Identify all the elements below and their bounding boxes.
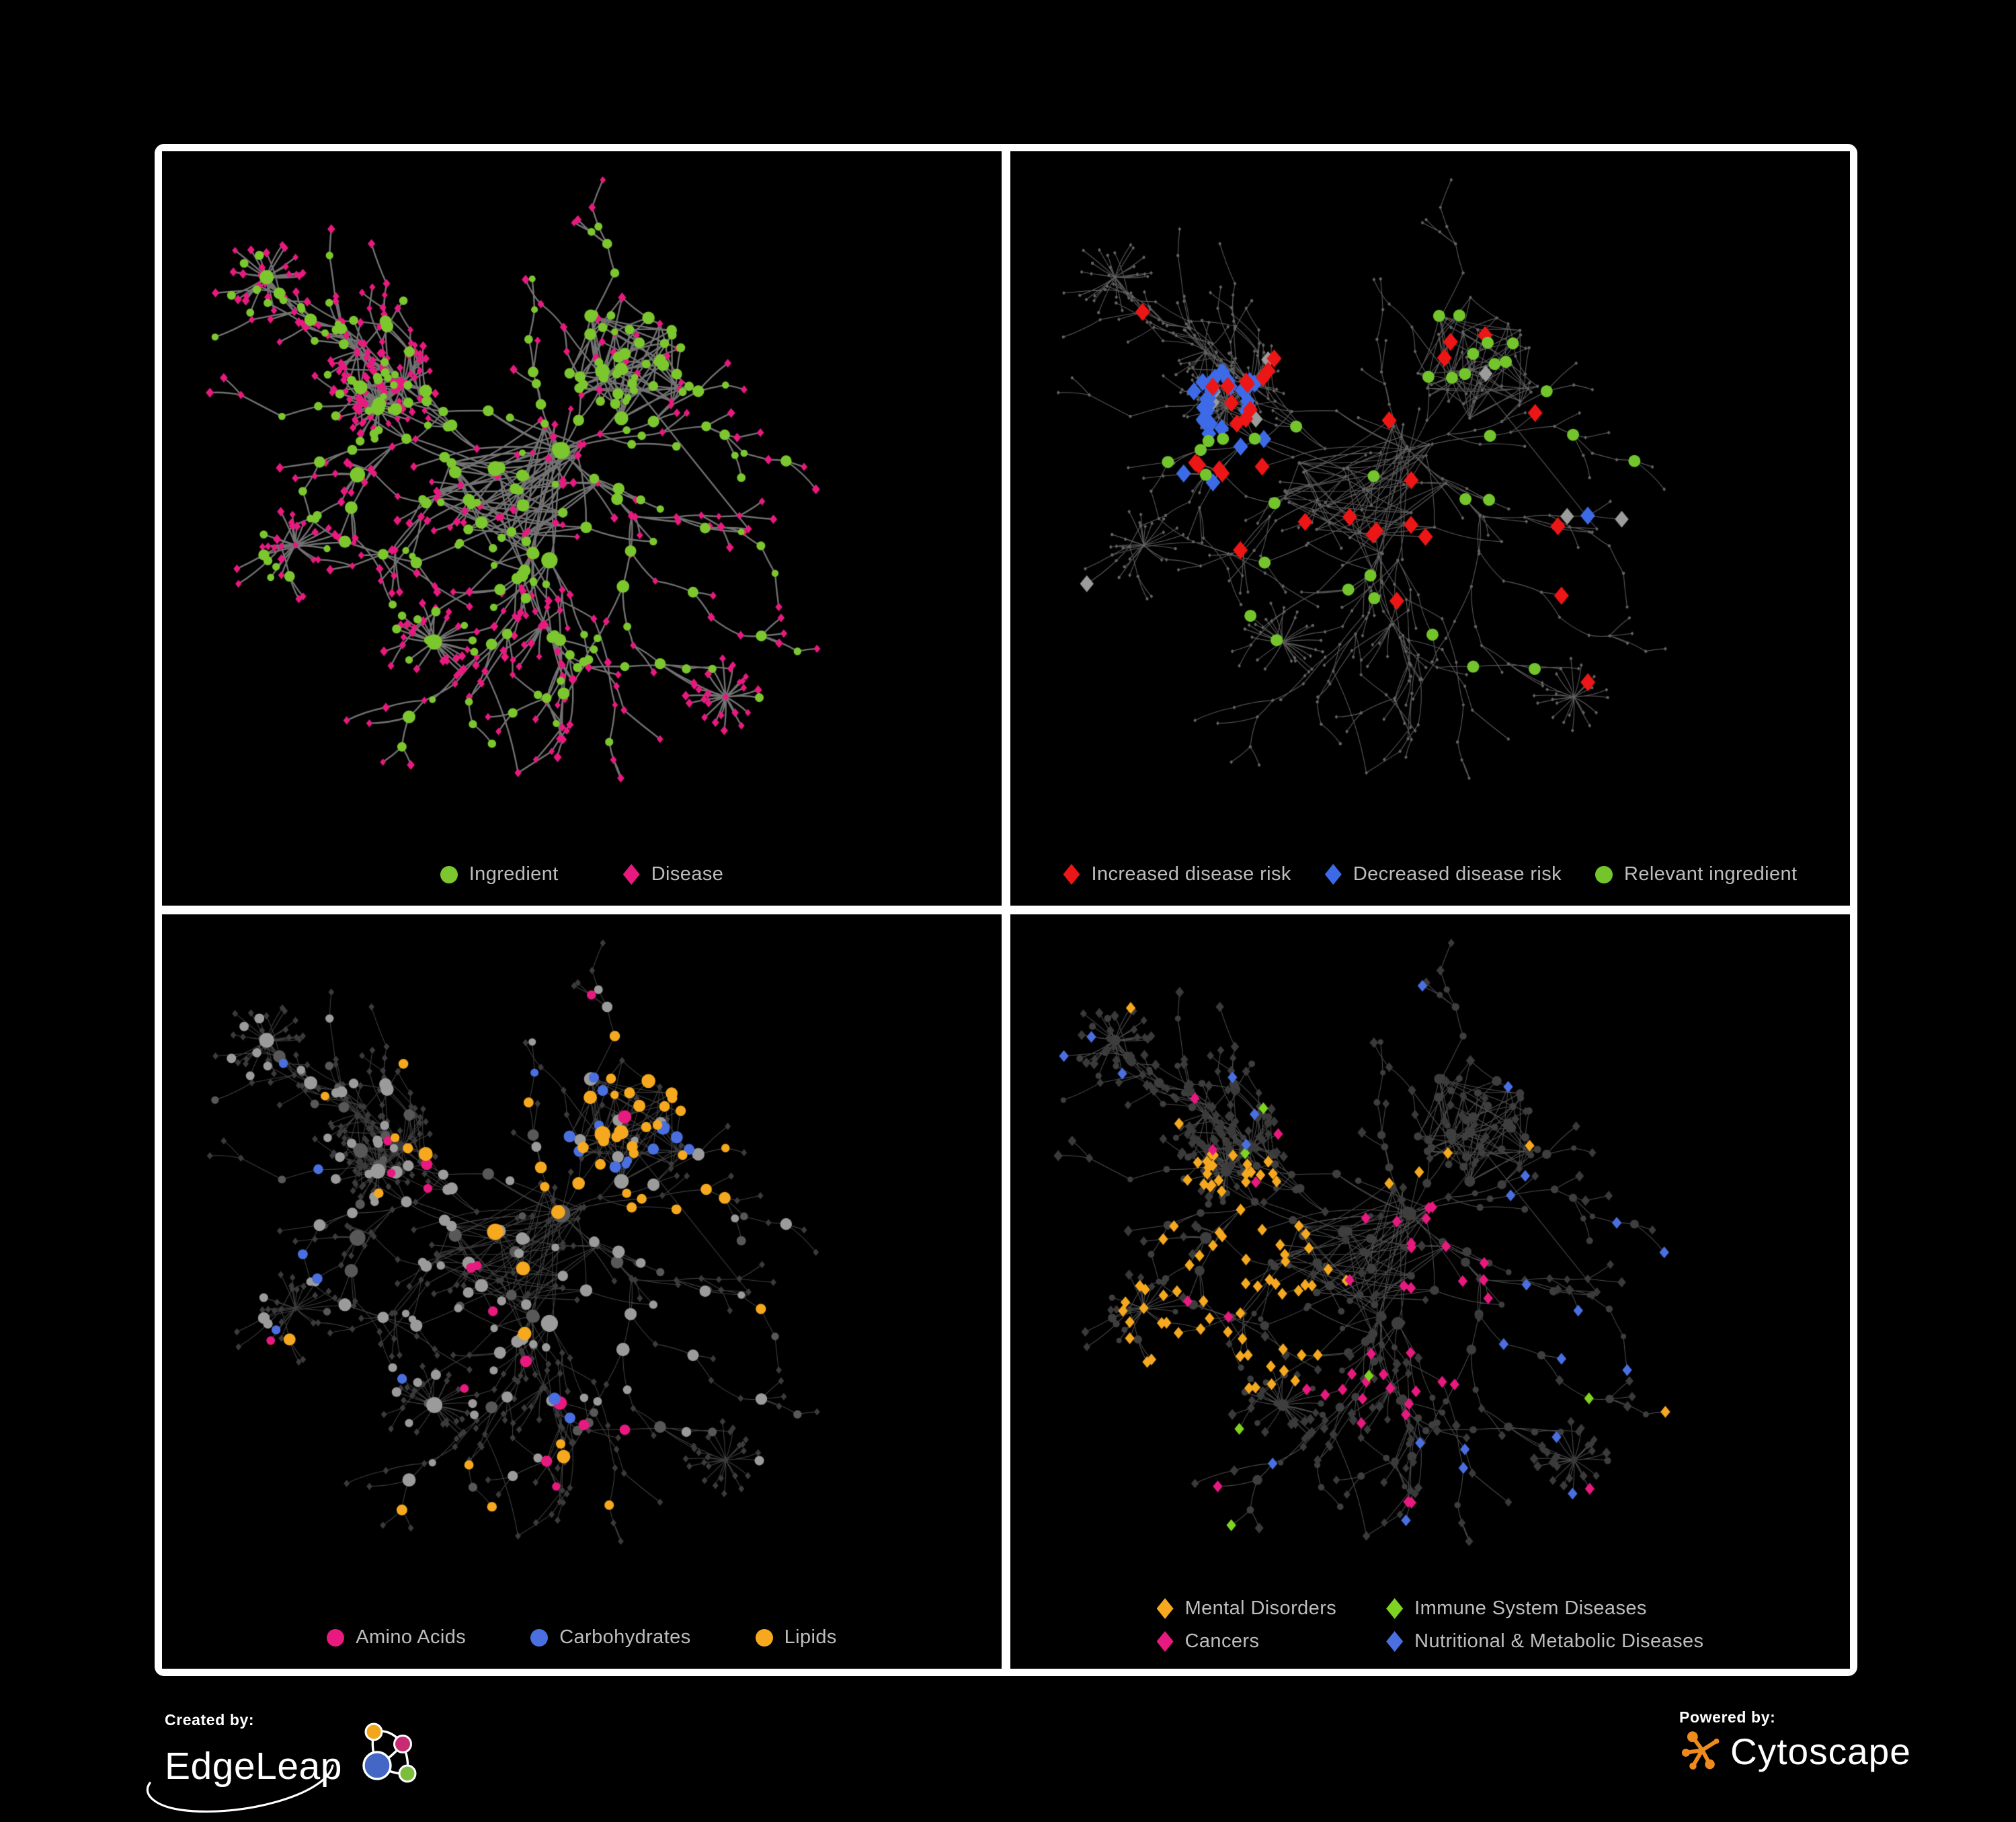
edgeleap-wordmark: EdgeLeap bbox=[165, 1744, 342, 1788]
legend-disease-risk: Increased disease risk Decreased disease… bbox=[1010, 863, 1850, 885]
edgeleap-logo-icon bbox=[362, 1722, 417, 1783]
legend-label: Lipids bbox=[784, 1626, 837, 1648]
legend-label: Relevant ingredient bbox=[1624, 863, 1798, 885]
cancers-marker-icon bbox=[1156, 1631, 1174, 1652]
legend-item-immune-system-diseases: Immune System Diseases bbox=[1386, 1597, 1703, 1620]
legend-item-disease: Disease bbox=[622, 863, 724, 885]
edgeleap-credit: Created by: EdgeLeap bbox=[146, 1711, 428, 1813]
decreased-risk-marker-icon bbox=[1324, 864, 1342, 885]
legend-item-nutritional-metabolic: Nutritional & Metabolic Diseases bbox=[1386, 1630, 1703, 1653]
legend-disease-classes: Mental Disorders Immune System Diseases … bbox=[1010, 1597, 1850, 1653]
legend-item-carbohydrates: Carbohydrates bbox=[530, 1626, 690, 1649]
legend-label: Increased disease risk bbox=[1091, 863, 1291, 885]
lipids-marker-icon bbox=[755, 1628, 773, 1647]
legend-ingredient-classes: Amino Acids Carbohydrates Lipids bbox=[162, 1626, 1002, 1649]
cytoscape-logo-icon bbox=[1681, 1731, 1720, 1770]
legend-item-lipids: Lipids bbox=[755, 1626, 837, 1649]
created-by-label: Created by: bbox=[165, 1711, 255, 1729]
legend-label: Mental Disorders bbox=[1184, 1597, 1337, 1619]
immune-diseases-marker-icon bbox=[1386, 1598, 1404, 1619]
network-graph-ingredient-classes bbox=[162, 914, 1002, 1669]
legend-label: Nutritional & Metabolic Diseases bbox=[1414, 1630, 1704, 1652]
ingredient-marker-icon bbox=[440, 865, 458, 883]
powered-by-label: Powered by: bbox=[1679, 1708, 1776, 1726]
amino-acids-marker-icon bbox=[327, 1628, 345, 1647]
legend-label: Amino Acids bbox=[356, 1626, 467, 1648]
legend-label: Ingredient bbox=[469, 863, 559, 885]
legend-label: Disease bbox=[651, 863, 724, 885]
legend-label: Immune System Diseases bbox=[1414, 1597, 1647, 1619]
cytoscape-wordmark: Cytoscape bbox=[1730, 1730, 1911, 1772]
network-graph-disease-risk bbox=[1010, 151, 1850, 906]
network-graph-disease-classes bbox=[1010, 914, 1850, 1669]
network-graph-ingredient-disease bbox=[162, 151, 1002, 906]
mental-disorders-marker-icon bbox=[1156, 1598, 1174, 1619]
edgeleap-brand-row: EdgeLeap bbox=[146, 1722, 428, 1813]
panel-grid: Ingredient Disease Increased disease ris… bbox=[155, 144, 1857, 1676]
cytoscape-brand-row: Cytoscape bbox=[1679, 1729, 1911, 1774]
legend-item-amino-acids: Amino Acids bbox=[327, 1626, 466, 1649]
panel-ingredient-classes: Amino Acids Carbohydrates Lipids bbox=[162, 914, 1002, 1669]
legend-item-mental-disorders: Mental Disorders bbox=[1156, 1597, 1337, 1620]
relevant-ingredient-marker-icon bbox=[1595, 865, 1613, 883]
legend-item-ingredient: Ingredient bbox=[440, 863, 559, 885]
legend-item-relevant-ingredient: Relevant ingredient bbox=[1595, 863, 1797, 885]
carbohydrates-marker-icon bbox=[530, 1628, 549, 1647]
legend-label: Decreased disease risk bbox=[1353, 863, 1562, 885]
panel-disease-risk: Increased disease risk Decreased disease… bbox=[1010, 151, 1850, 906]
disease-marker-icon bbox=[622, 864, 640, 885]
panel-ingredient-disease: Ingredient Disease bbox=[162, 151, 1002, 906]
legend-ingredient-disease: Ingredient Disease bbox=[162, 863, 1002, 885]
panel-disease-classes: Mental Disorders Immune System Diseases … bbox=[1010, 914, 1850, 1669]
nutritional-metabolic-marker-icon bbox=[1386, 1631, 1404, 1652]
legend-label: Carbohydrates bbox=[559, 1626, 691, 1648]
legend-item-cancers: Cancers bbox=[1156, 1630, 1337, 1653]
legend-item-increased-risk: Increased disease risk bbox=[1063, 863, 1291, 885]
legend-item-decreased-risk: Decreased disease risk bbox=[1324, 863, 1562, 885]
increased-risk-marker-icon bbox=[1063, 864, 1080, 885]
cytoscape-credit: Powered by: Cytoscape bbox=[1679, 1708, 1911, 1774]
legend-label: Cancers bbox=[1184, 1630, 1260, 1652]
